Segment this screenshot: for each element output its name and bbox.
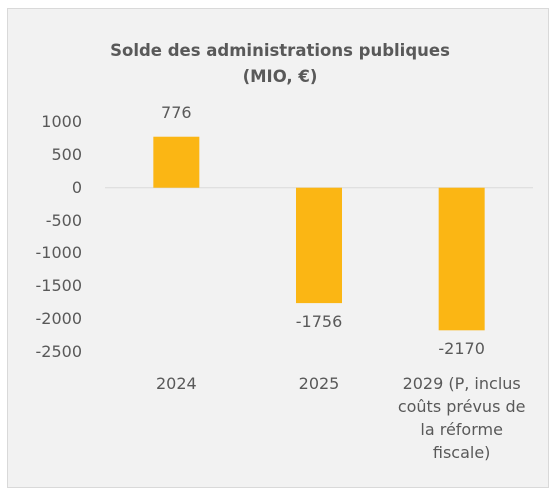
data-label: -1756: [295, 312, 343, 332]
data-label: -2170: [438, 339, 485, 359]
x-tick-label: 2029 (P, inclus coûts prévus de la réfor…: [397, 374, 526, 462]
y-tick-label: -2500: [35, 342, 83, 361]
bar: [296, 187, 342, 304]
chart-title: Solde des administrations publiques (MIO…: [110, 41, 450, 86]
bar: [153, 136, 200, 188]
y-tick-label: 500: [51, 144, 82, 164]
y-tick-label: -500: [45, 210, 82, 230]
y-tick-label: 1000: [41, 112, 82, 131]
y-tick-label: 0: [71, 177, 82, 197]
data-label: 776: [161, 102, 192, 122]
y-tick-label: -1000: [35, 243, 83, 263]
y-tick-label: -1500: [35, 276, 83, 296]
x-tick-label: 2024: [155, 374, 197, 393]
y-tick-label: -2000: [35, 309, 83, 329]
x-tick-label: 2025: [298, 374, 340, 393]
bar: [438, 187, 485, 331]
